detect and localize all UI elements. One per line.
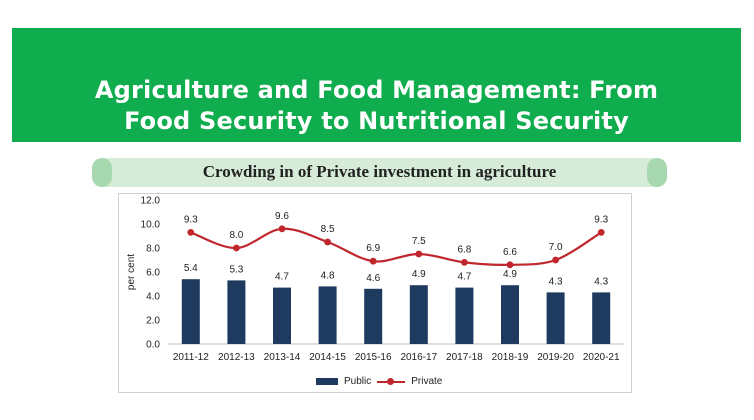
chart-title-pill: Crowding in of Private investment in agr… (92, 158, 667, 187)
private-point (597, 229, 605, 236)
public-data-label: 4.9 (503, 269, 517, 280)
legend-public-label: Public (344, 376, 372, 387)
private-data-label: 6.9 (366, 243, 380, 254)
y-tick-label: 8.0 (146, 244, 160, 255)
public-bar (364, 288, 383, 344)
y-tick-label: 12.0 (141, 196, 161, 207)
private-point (233, 244, 240, 252)
private-point (278, 225, 286, 233)
public-bar (592, 292, 611, 344)
public-data-label: 4.7 (457, 272, 471, 283)
public-data-label: 4.3 (594, 276, 608, 287)
private-point (506, 261, 514, 269)
private-data-label: 9.6 (275, 211, 289, 222)
pill-cap-left (92, 158, 112, 187)
legend-private-swatch (377, 377, 406, 387)
x-tick-label: 2011-12 (173, 352, 209, 363)
public-data-label: 5.4 (184, 263, 198, 274)
legend-public-swatch (316, 378, 338, 385)
x-tick-label: 2017-18 (446, 352, 483, 363)
public-data-label: 4.9 (412, 269, 426, 280)
public-bar (318, 286, 337, 344)
private-series-line (190, 227, 602, 266)
x-tick-label: 2019-20 (537, 352, 574, 363)
public-data-label: 4.7 (275, 272, 289, 283)
private-data-label: 8.0 (229, 230, 243, 241)
legend: Public Private (316, 376, 442, 387)
title-line-2: Food Security to Nutritional Security (124, 107, 629, 135)
x-tick-label: 2020-21 (583, 352, 620, 363)
x-tick-label: 2014-15 (309, 352, 346, 363)
y-tick-label: 10.0 (141, 220, 161, 231)
public-bar (409, 285, 428, 344)
private-data-label: 6.8 (457, 244, 471, 255)
public-bar (273, 287, 291, 344)
x-tick-label: 2018-19 (492, 352, 529, 363)
title-line-1: Agriculture and Food Management: From (94, 76, 659, 104)
private-point (187, 229, 195, 236)
public-bar (501, 285, 519, 344)
private-data-label: 9.3 (594, 214, 608, 225)
public-data-label: 4.3 (549, 276, 563, 287)
public-bar (546, 292, 565, 344)
public-bar (227, 280, 246, 344)
private-point (324, 238, 331, 246)
x-tick-label: 2013-14 (264, 352, 301, 363)
public-data-label: 4.6 (366, 273, 380, 284)
private-point (415, 250, 423, 258)
page-title: Agriculture and Food Management: From Fo… (12, 75, 741, 137)
public-data-label: 5.3 (229, 264, 243, 275)
y-tick-label: 4.0 (146, 292, 160, 303)
y-tick-label: 6.0 (146, 268, 160, 279)
legend-private-label: Private (411, 376, 443, 387)
public-bar (455, 287, 474, 344)
private-data-label: 9.3 (184, 214, 198, 225)
title-banner: Agriculture and Food Management: From Fo… (12, 28, 741, 142)
pill-cap-right (647, 158, 667, 187)
x-tick-label: 2015-16 (355, 352, 392, 363)
private-data-label: 7.5 (412, 236, 426, 247)
y-tick-label: 2.0 (146, 316, 160, 327)
y-tick-label: 0.0 (146, 340, 160, 351)
private-data-label: 8.5 (321, 224, 335, 235)
chart-title: Crowding in of Private investment in agr… (202, 162, 557, 181)
y-axis-label: per cent (126, 254, 137, 290)
private-point (369, 257, 377, 265)
private-point (552, 256, 559, 264)
x-tick-label: 2016-17 (400, 352, 437, 363)
private-point (461, 259, 468, 266)
private-data-label: 7.0 (549, 242, 563, 253)
public-data-label: 4.8 (321, 270, 335, 281)
public-bar (181, 279, 200, 344)
x-tick-label: 2012-13 (218, 352, 255, 363)
private-data-label: 6.6 (503, 247, 517, 258)
